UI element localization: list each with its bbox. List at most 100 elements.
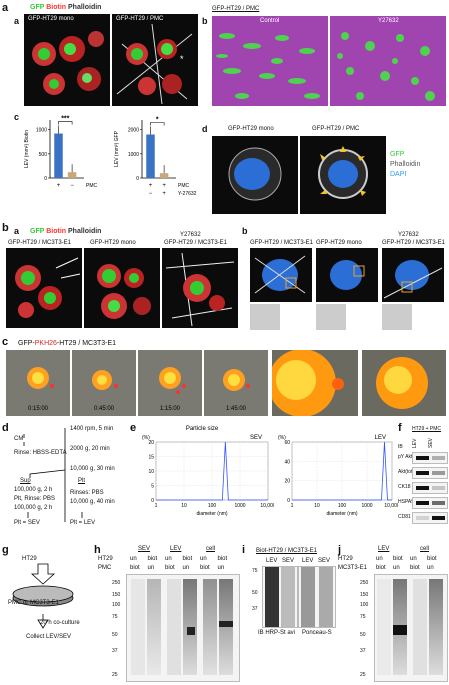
f-blot-strip [412,482,448,494]
series-line [156,441,268,501]
j-group-lev: LEV [378,546,390,552]
lane-label: un [147,565,155,571]
timestamp: 1:15:00 [160,406,181,412]
i-mw-50: 50 [252,590,258,596]
d-step3: 10,000 g, 30 min [70,466,115,472]
section-j-label: j [338,544,342,556]
lane-label: biot [200,565,210,571]
y-tick-label: 20 [148,440,154,446]
bar [67,172,77,178]
lane-label: un [410,556,417,562]
ba-title-1: GFP-HT29 / MC3T3-E1 [8,240,72,246]
mw-marker: 75 [360,614,366,620]
lane-label: un [427,565,434,571]
series-line [292,441,392,501]
bb-title-1: GFP-HT29 / MC3T3-E1 [250,240,314,246]
i-caption-1: IB HRP-St avi [258,630,296,636]
legend-gfp: GFP [30,228,45,235]
micrograph-bb-3 [382,248,444,302]
timestamp: 0:45:00 [94,406,115,412]
lane-label: un [165,556,172,562]
y-tick-label: 1000 [128,152,139,158]
legend-phalloidin: Phalloidin [68,4,102,11]
h-group-lev: LEV [170,546,182,552]
y-tick-label: 60 [284,440,290,446]
x-tick-label: 1 [291,503,294,509]
y-tick-label: 0 [44,176,47,182]
micrograph-bb-2 [316,248,378,302]
particle-size-chart-lev: (%) LEV 0 20 40 60 1 10 100 1000 10,000 diameter (n… [278,435,398,517]
lane-label: biot [393,556,403,562]
lane-label: biot [376,565,386,571]
cell-graphic [223,369,250,391]
legend-ba: GFP Biotin Phalloidin [30,228,101,235]
i-title: Biot-HT29 / MC3T3-E1 [256,548,318,554]
bb-treatment: Y27632 [398,232,419,238]
timelapse-frame-2: 0:45:00 [72,350,136,416]
c-title-gfp: GFP- [18,340,35,347]
c-title-pkh26: PKH26 [34,340,57,347]
section-c-label: c [2,336,9,348]
bb-title-3: GFP-HT29 / MC3T3-E1 [382,240,446,246]
section-e-label: e [130,422,137,434]
micrograph-ba-2 [84,248,160,328]
y-tick-label: 500 [39,152,48,158]
d-flow-arrows [23,428,83,522]
ad-title-mono: GFP-HT29 mono [228,126,274,132]
h-group-cell: cell [206,546,216,552]
mw-marker: 150 [112,592,121,598]
micrograph-ba-3 [162,248,238,328]
chart-title: Particle size [186,426,219,432]
h-blot-graphic [131,579,233,675]
micrograph-ad-pmc [300,136,386,214]
zoom-bb-2 [316,304,346,330]
x-tick-label: + [57,183,61,189]
cells-graphic [165,252,235,327]
f-lane-sev: SEV [428,437,434,448]
micrograph-aa-pmc: GFP-HT29 / PMC * [112,14,198,106]
legend-aa: GFP Biotin Phalloidin [30,4,101,11]
subpanel-aa-label: a [14,16,20,26]
lane-label: un [376,556,383,562]
i-caption-2: Ponceau-S [302,630,332,636]
panel-title: GFP-HT29 / PMC [116,16,164,22]
lane-label: un [182,565,190,571]
ad-legend: GFP Phalloidin DAPI [390,150,420,180]
g-middle: PMC or MC3T3-E1 [8,600,60,606]
lane-label: un [393,565,400,571]
lane-label: biot [182,556,193,562]
cells-graphic [32,31,104,95]
section-d-label: d [2,422,9,434]
mw-marker: 75 [112,614,118,620]
f-blot-strip [412,512,448,524]
x-tick-label: 10 [181,503,187,509]
f-row-label: CD81 [398,514,411,520]
timestamp: 0:15:00 [28,406,49,412]
series-label: LEV [375,435,386,441]
bb-title-2: GFP-HT29 mono [316,240,362,246]
row-value: − [149,191,153,197]
j-group-cell: cell [420,546,430,552]
f-band [416,516,429,520]
micrograph-bb-1 [250,248,312,302]
cells-graphic: * [116,23,193,105]
panel-title: Y27632 [378,18,399,24]
d-rinse-pbs: Rinses: PBS [70,490,104,496]
timelapse-zoom-1 [272,350,358,416]
mw-marker: 25 [360,672,366,678]
micrograph-ba-1 [6,248,82,328]
subpanel-ab-label: b [202,16,208,26]
i-blot-graphic [301,567,333,627]
zoom-bb-3 [382,304,412,330]
row-value: + [162,191,166,197]
h-group-sev: SEV [138,546,151,552]
i-lane-2: SEV [282,558,295,564]
y-tick-label: 1000 [36,128,47,134]
subpanel-ac-label: c [14,112,20,122]
section-f-label: f [398,422,402,434]
f-band [416,456,429,460]
mw-marker: 250 [360,580,369,586]
row-label: Y-27632 [178,191,197,197]
y-tick-label: 0 [151,498,154,504]
cells-graphic [337,32,435,101]
